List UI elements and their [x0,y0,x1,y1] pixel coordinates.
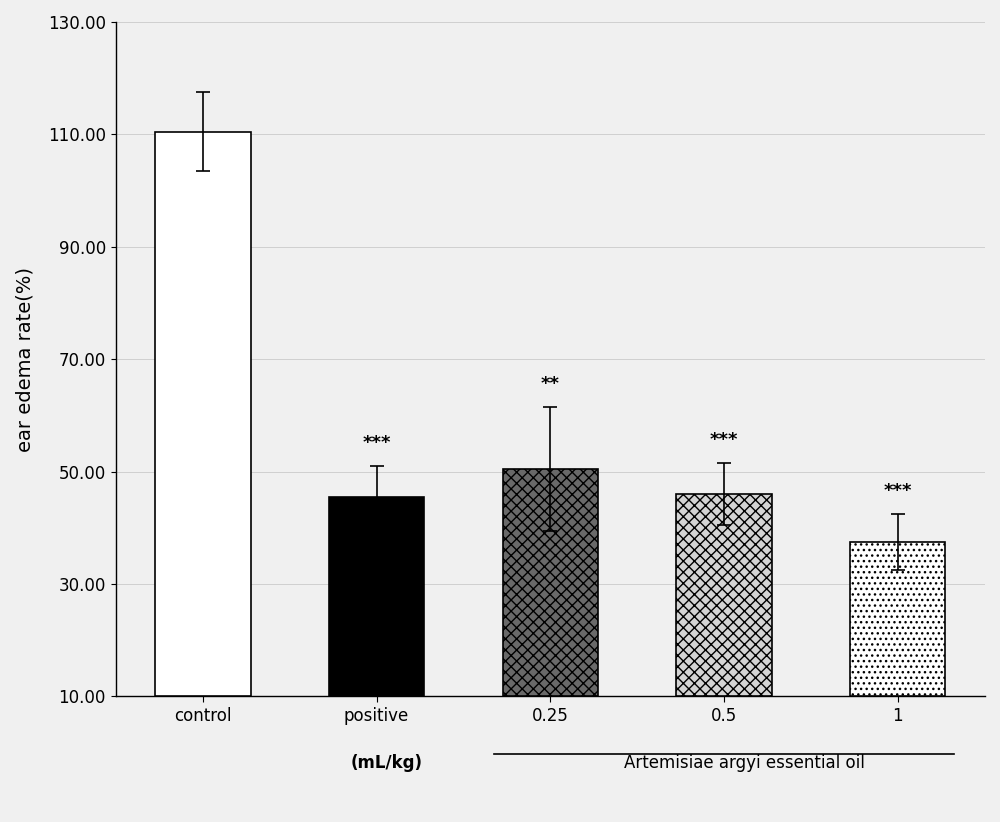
Text: Artemisiae argyi essential oil: Artemisiae argyi essential oil [624,754,864,772]
Bar [329,496,424,696]
Text: **: ** [541,375,560,393]
Bar [503,469,598,696]
Text: ***: *** [710,431,738,449]
Text: ***: *** [883,482,912,500]
Bar [850,542,945,696]
Y-axis label: ear edema rate(%): ear edema rate(%) [15,266,34,452]
Bar [155,132,251,696]
Text: ***: *** [362,434,391,452]
Text: (mL/kg): (mL/kg) [351,754,423,772]
Bar [676,494,772,696]
